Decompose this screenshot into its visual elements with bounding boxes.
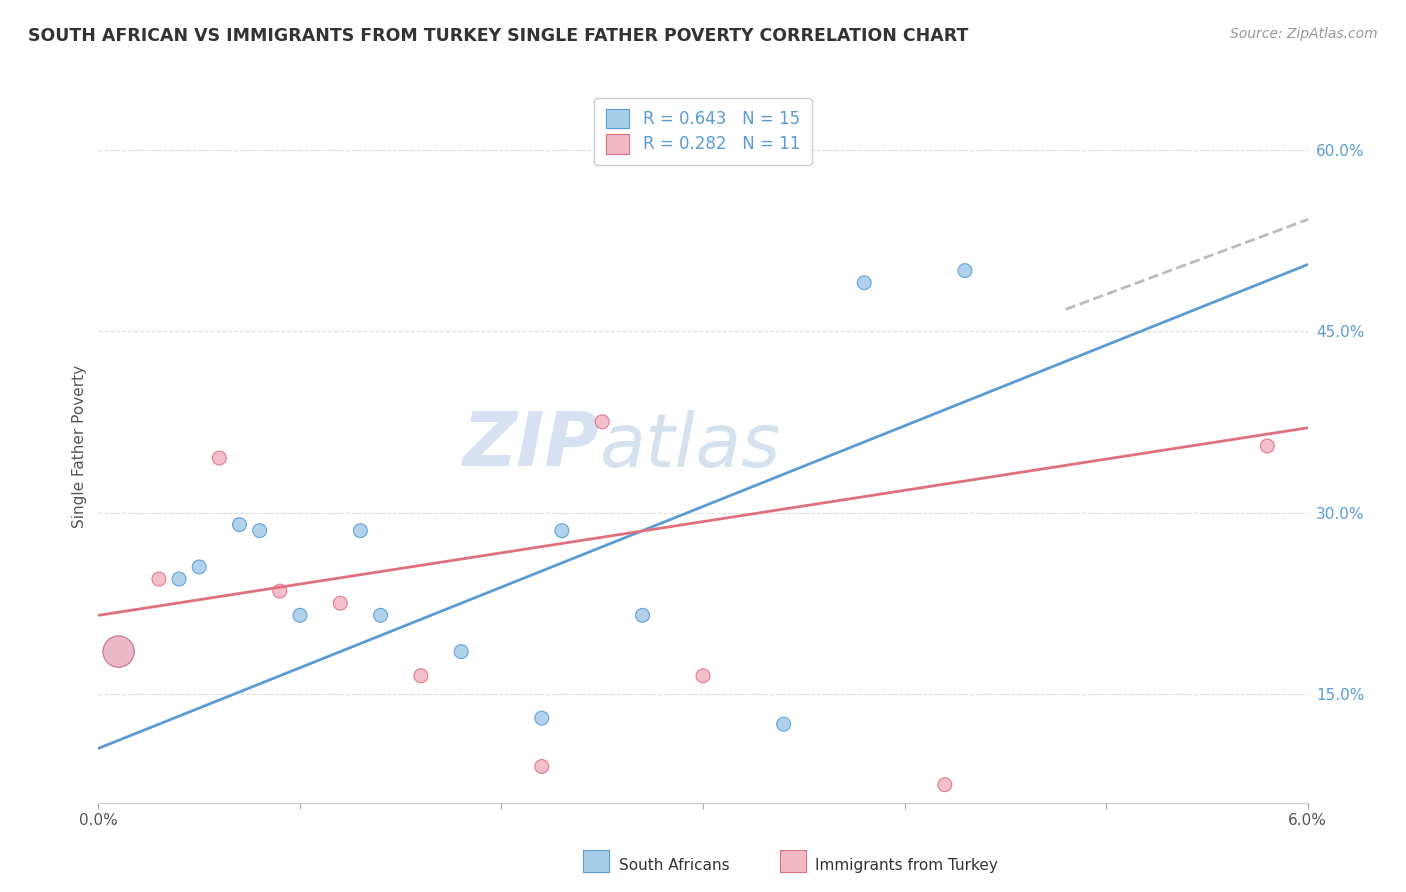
Point <box>530 759 553 773</box>
Point <box>551 524 574 538</box>
Point <box>269 584 291 599</box>
Point <box>107 645 129 659</box>
Y-axis label: Single Father Poverty: Single Father Poverty <box>72 365 87 527</box>
Point <box>288 608 311 623</box>
Point <box>409 669 432 683</box>
Point <box>934 778 956 792</box>
Point <box>107 645 129 659</box>
Point <box>370 608 392 623</box>
Point <box>450 645 472 659</box>
Point <box>853 276 876 290</box>
Point <box>148 572 170 586</box>
Point <box>349 524 371 538</box>
Text: Source: ZipAtlas.com: Source: ZipAtlas.com <box>1230 27 1378 41</box>
Point <box>631 608 654 623</box>
Point <box>591 415 613 429</box>
Text: ZIP: ZIP <box>463 409 600 483</box>
Text: South Africans: South Africans <box>619 858 730 872</box>
Text: atlas: atlas <box>600 410 782 482</box>
Point <box>953 263 976 277</box>
Point <box>249 524 271 538</box>
Text: Immigrants from Turkey: Immigrants from Turkey <box>815 858 998 872</box>
Point <box>772 717 794 731</box>
Point <box>1256 439 1278 453</box>
Point <box>188 560 211 574</box>
Point <box>208 451 231 466</box>
Point <box>167 572 190 586</box>
Point <box>692 669 714 683</box>
Point <box>228 517 250 532</box>
Point <box>530 711 553 725</box>
Text: SOUTH AFRICAN VS IMMIGRANTS FROM TURKEY SINGLE FATHER POVERTY CORRELATION CHART: SOUTH AFRICAN VS IMMIGRANTS FROM TURKEY … <box>28 27 969 45</box>
Point <box>329 596 352 610</box>
Legend: R = 0.643   N = 15, R = 0.282   N = 11: R = 0.643 N = 15, R = 0.282 N = 11 <box>595 97 811 165</box>
